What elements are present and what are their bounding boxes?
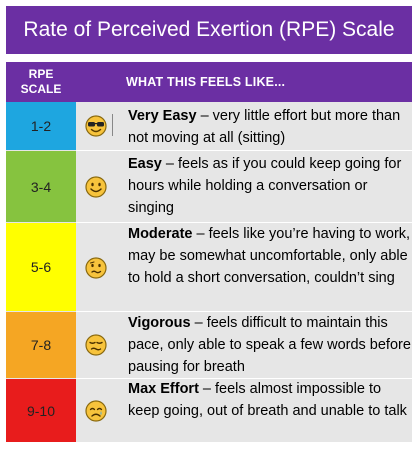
- rpe-scale-card: Rate of Perceived Exertion (RPE) Scale R…: [6, 6, 412, 442]
- row-description: Moderate – feels like you’re having to w…: [128, 223, 412, 289]
- header-scale-line1: RPE: [28, 67, 54, 81]
- table-row-moderate: 5-6 Moderate – feels like you’re having …: [6, 223, 412, 311]
- row-divider: [76, 150, 412, 151]
- page-title: Rate of Perceived Exertion (RPE) Scale: [23, 18, 395, 41]
- scale-cell: 9-10: [6, 379, 76, 442]
- row-divider: [76, 311, 412, 312]
- header-scale-line2: SCALE: [20, 82, 62, 96]
- level-label: Moderate: [128, 226, 193, 242]
- crying-face-icon: [84, 399, 108, 423]
- level-text: – feels difficult to maintain this pace,…: [128, 315, 411, 375]
- level-label: Max Effort: [128, 381, 199, 397]
- scale-cell: 1-2: [6, 102, 76, 150]
- level-label: Easy: [128, 156, 162, 172]
- table-row-max-effort: 9-10 Max Effort – feels almost impossibl…: [6, 379, 412, 442]
- unamused-face-icon: [84, 333, 108, 357]
- table-header: RPE SCALE WHAT THIS FEELS LIKE...: [6, 62, 412, 102]
- level-text: – feels as if you could keep going for h…: [128, 156, 402, 216]
- smiling-face-icon: [84, 175, 108, 199]
- scale-cell: 7-8: [6, 312, 76, 378]
- header-feels-like: WHAT THIS FEELS LIKE...: [126, 75, 286, 89]
- scale-cell: 3-4: [6, 151, 76, 222]
- level-label: Very Easy: [128, 108, 197, 124]
- table-row-easy: 3-4 Easy – feels as if you could keep go…: [6, 151, 412, 222]
- sunglasses-face-icon: [84, 114, 108, 138]
- level-label: Vigorous: [128, 315, 191, 331]
- scale-cell: 5-6: [6, 223, 76, 311]
- level-text: – very little effort but more than not m…: [128, 108, 401, 146]
- title-bar: Rate of Perceived Exertion (RPE) Scale: [6, 6, 412, 54]
- header-scale: RPE SCALE: [6, 62, 76, 102]
- cursor-mark: [112, 114, 113, 136]
- confused-face-icon: [84, 256, 108, 280]
- table-row-vigorous: 7-8 Vigorous – feels difficult to mainta…: [6, 312, 412, 378]
- row-divider: [76, 378, 412, 379]
- row-description: Easy – feels as if you could keep going …: [128, 153, 412, 219]
- table-row-very-easy: 1-2 Very Easy – very little effort but m…: [6, 102, 412, 150]
- row-description: Max Effort – feels almost impossible to …: [128, 378, 412, 422]
- level-text: – feels almost impossible to keep going,…: [128, 381, 407, 419]
- row-description: Very Easy – very little effort but more …: [128, 105, 412, 149]
- level-text: – feels like you’re having to work, may …: [128, 226, 411, 286]
- row-description: Vigorous – feels difficult to maintain t…: [128, 312, 412, 378]
- row-divider: [76, 222, 412, 223]
- table-body: 1-2 Very Easy – very little effort but m…: [6, 102, 412, 442]
